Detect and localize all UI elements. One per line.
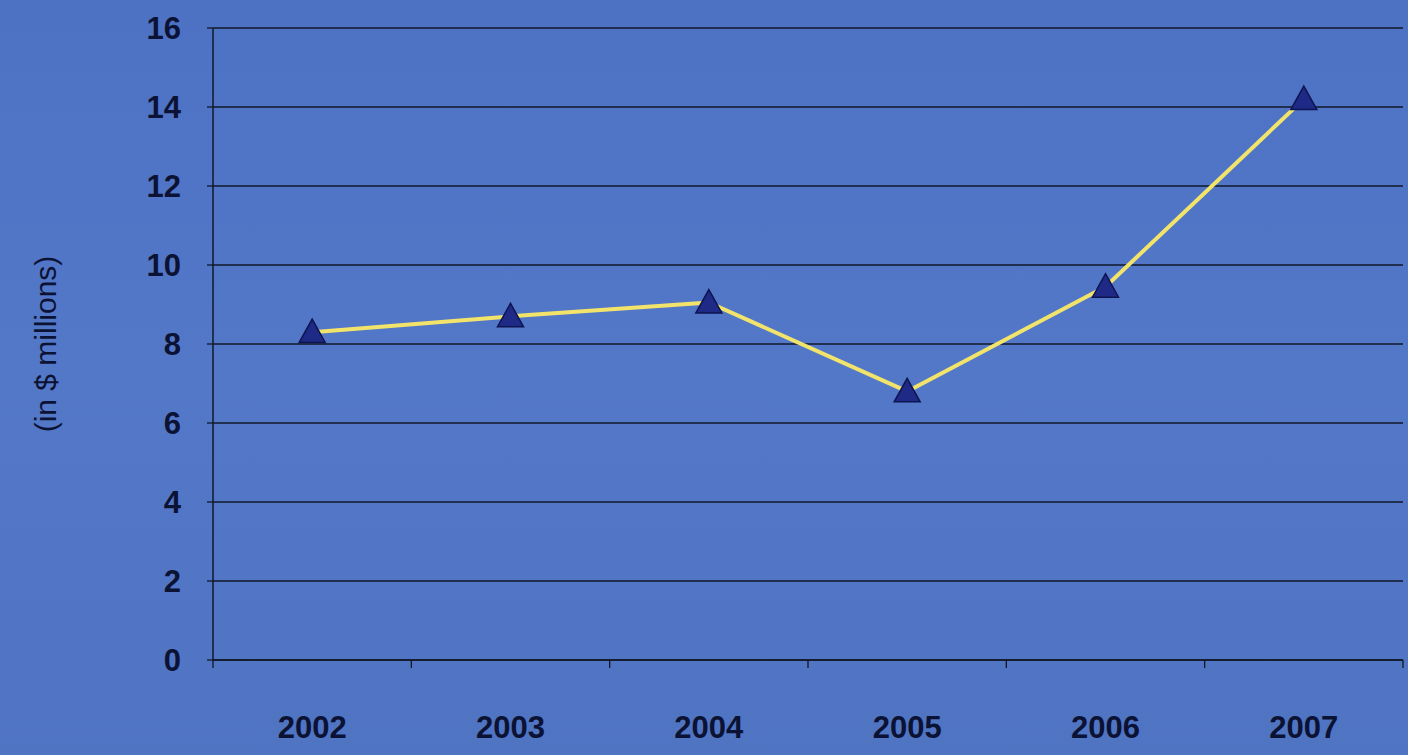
x-tick-label: 2007 — [1269, 710, 1338, 745]
grid-line — [213, 27, 1403, 28]
y-tick — [207, 106, 213, 107]
y-tick — [207, 264, 213, 265]
y-tick — [207, 501, 213, 502]
x-tick — [609, 660, 610, 668]
y-tick-label: 4 — [164, 485, 182, 520]
y-tick — [207, 343, 213, 344]
data-marker — [1291, 86, 1317, 109]
y-axis-title: (in $ millions) — [29, 256, 62, 433]
grid-line — [213, 343, 1403, 344]
y-tick-label: 2 — [164, 564, 181, 599]
data-marker — [894, 378, 920, 401]
x-tick — [1204, 660, 1205, 668]
y-tick-label: 0 — [164, 643, 181, 678]
data-marker — [299, 319, 325, 342]
y-tick — [207, 659, 213, 660]
y-tick — [207, 580, 213, 581]
grid-line — [213, 422, 1403, 423]
x-tick-label: 2006 — [1071, 710, 1140, 745]
y-tick-label: 10 — [147, 248, 181, 283]
x-tick — [212, 660, 213, 668]
y-axis — [212, 28, 214, 660]
x-tick-label: 2002 — [278, 710, 347, 745]
x-tick-label: 2005 — [873, 710, 942, 745]
x-tick-label: 2004 — [674, 710, 744, 745]
grid-line — [213, 264, 1403, 265]
data-marker — [696, 290, 722, 313]
x-tick — [807, 660, 808, 668]
y-tick — [207, 422, 213, 423]
data-marker — [498, 303, 524, 326]
grid-line — [213, 106, 1403, 107]
x-tick-label: 2003 — [476, 710, 545, 745]
y-tick-label: 14 — [147, 90, 182, 125]
y-tick-label: 12 — [147, 169, 181, 204]
y-tick — [207, 185, 213, 186]
grid-line — [213, 580, 1403, 581]
chart-svg: 0 2 4 6 8 10 12 14 16 2002 2003 2004 2005 2006 2007 (in… — [0, 0, 1408, 755]
x-tick — [1006, 660, 1007, 668]
data-marker — [1093, 274, 1119, 297]
y-tick-label: 16 — [147, 11, 181, 46]
y-tick — [207, 27, 213, 28]
x-tick — [411, 660, 412, 668]
data-line — [312, 99, 1304, 391]
grid-line — [213, 501, 1403, 502]
grid-line — [213, 185, 1403, 186]
data-group — [299, 86, 1317, 402]
y-tick-label: 6 — [164, 406, 181, 441]
x-tick — [1402, 660, 1403, 668]
y-tick-label: 8 — [164, 327, 181, 362]
chart-container: 0 2 4 6 8 10 12 14 16 2002 2003 2004 2005 2006 2007 (in… — [0, 0, 1408, 755]
